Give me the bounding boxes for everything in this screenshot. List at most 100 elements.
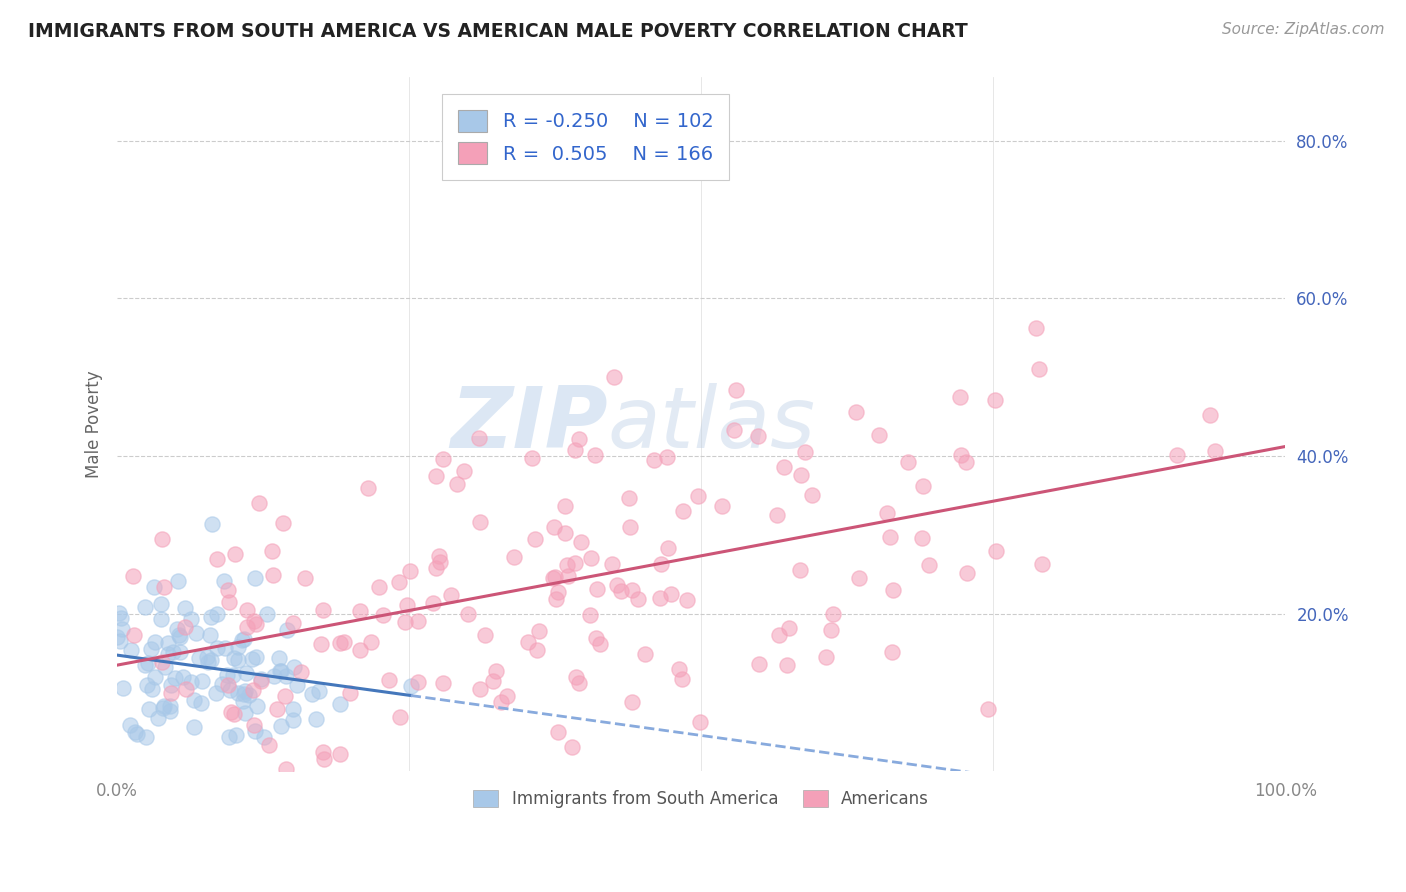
Point bbox=[569, 534, 592, 549]
Point bbox=[1025, 321, 1047, 335]
Point bbox=[134, 658, 156, 673]
Point bbox=[246, 699, 269, 714]
Point bbox=[675, 593, 697, 607]
Point bbox=[557, 568, 579, 582]
Point bbox=[256, 607, 278, 621]
Point bbox=[468, 681, 491, 696]
Point bbox=[820, 624, 842, 638]
Point bbox=[183, 720, 205, 734]
Point bbox=[395, 598, 418, 612]
Point bbox=[276, 624, 298, 638]
Point bbox=[620, 695, 643, 709]
Point bbox=[249, 672, 271, 686]
Point bbox=[568, 675, 591, 690]
Point bbox=[150, 597, 173, 611]
Point bbox=[188, 651, 211, 665]
Point bbox=[554, 499, 576, 513]
Point bbox=[1031, 557, 1053, 571]
Point bbox=[747, 429, 769, 443]
Point bbox=[232, 694, 254, 708]
Point bbox=[657, 541, 679, 555]
Point bbox=[367, 580, 389, 594]
Point bbox=[190, 696, 212, 710]
Point bbox=[527, 624, 550, 638]
Text: IMMIGRANTS FROM SOUTH AMERICA VS AMERICAN MALE POVERTY CORRELATION CHART: IMMIGRANTS FROM SOUTH AMERICA VS AMERICA… bbox=[28, 22, 967, 41]
Point bbox=[723, 423, 745, 437]
Point bbox=[555, 558, 578, 573]
Point bbox=[312, 745, 335, 759]
Point bbox=[1204, 443, 1226, 458]
Point bbox=[793, 445, 815, 459]
Point bbox=[108, 634, 131, 648]
Point bbox=[955, 455, 977, 469]
Point bbox=[610, 583, 633, 598]
Point bbox=[197, 655, 219, 669]
Point bbox=[1028, 362, 1050, 376]
Point bbox=[143, 634, 166, 648]
Point bbox=[349, 642, 371, 657]
Point bbox=[225, 728, 247, 742]
Point bbox=[308, 683, 330, 698]
Point bbox=[143, 670, 166, 684]
Point bbox=[333, 635, 356, 649]
Point bbox=[238, 688, 260, 702]
Point bbox=[141, 681, 163, 696]
Point bbox=[425, 468, 447, 483]
Point bbox=[180, 674, 202, 689]
Point bbox=[105, 631, 128, 645]
Point bbox=[107, 606, 129, 620]
Point bbox=[274, 689, 297, 703]
Point bbox=[262, 544, 284, 558]
Point bbox=[984, 392, 1007, 407]
Point bbox=[245, 617, 267, 632]
Point bbox=[1166, 448, 1188, 462]
Point bbox=[543, 519, 565, 533]
Point bbox=[399, 564, 422, 578]
Point bbox=[600, 557, 623, 571]
Point bbox=[240, 652, 263, 666]
Point bbox=[778, 621, 800, 635]
Point bbox=[672, 504, 695, 518]
Point bbox=[544, 570, 567, 584]
Point bbox=[253, 730, 276, 744]
Point bbox=[122, 628, 145, 642]
Point bbox=[226, 640, 249, 654]
Point bbox=[495, 689, 517, 703]
Point bbox=[173, 601, 195, 615]
Point bbox=[671, 673, 693, 687]
Point bbox=[977, 702, 1000, 716]
Point bbox=[457, 607, 479, 622]
Point bbox=[394, 615, 416, 630]
Point bbox=[281, 616, 304, 631]
Point bbox=[217, 678, 239, 692]
Point bbox=[427, 549, 450, 563]
Point bbox=[620, 582, 643, 597]
Point bbox=[876, 506, 898, 520]
Point bbox=[243, 570, 266, 584]
Point bbox=[517, 635, 540, 649]
Point bbox=[233, 706, 256, 721]
Point bbox=[155, 660, 177, 674]
Point bbox=[349, 604, 371, 618]
Point bbox=[263, 668, 285, 682]
Text: ZIP: ZIP bbox=[450, 383, 607, 466]
Point bbox=[547, 724, 569, 739]
Point bbox=[173, 620, 195, 634]
Point bbox=[124, 725, 146, 739]
Point bbox=[111, 681, 134, 695]
Point bbox=[270, 719, 292, 733]
Point bbox=[245, 723, 267, 738]
Point bbox=[250, 674, 273, 689]
Point bbox=[266, 702, 288, 716]
Point bbox=[152, 698, 174, 713]
Point bbox=[748, 657, 770, 672]
Point bbox=[271, 516, 294, 530]
Point bbox=[267, 651, 290, 665]
Point bbox=[233, 683, 256, 698]
Point bbox=[222, 651, 245, 665]
Point bbox=[222, 706, 245, 721]
Point bbox=[689, 715, 711, 730]
Point bbox=[166, 622, 188, 636]
Point bbox=[882, 582, 904, 597]
Point bbox=[157, 636, 180, 650]
